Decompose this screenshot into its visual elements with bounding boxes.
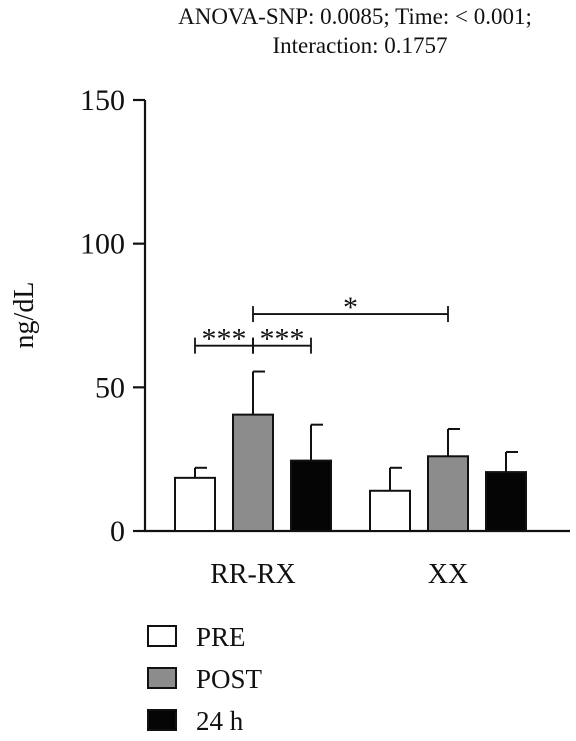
significance-label: *** bbox=[260, 323, 305, 356]
bar bbox=[232, 413, 274, 533]
legend-label: PRE bbox=[196, 622, 246, 652]
significance-label: * bbox=[343, 291, 358, 324]
bars bbox=[174, 413, 527, 533]
x-category-label: XX bbox=[428, 559, 468, 590]
legend-swatch bbox=[147, 709, 177, 731]
error-bars bbox=[194, 370, 518, 491]
bar bbox=[369, 489, 411, 533]
chart-subtitle: Interaction: 0.1757 bbox=[272, 33, 447, 58]
significance-label: *** bbox=[202, 323, 247, 356]
bar bbox=[290, 459, 332, 532]
y-tick-label: 50 bbox=[95, 371, 125, 404]
y-axis-label: ng/dL bbox=[9, 282, 40, 349]
legend-label: POST bbox=[196, 664, 263, 694]
bar bbox=[174, 476, 216, 532]
legend-swatch bbox=[147, 667, 177, 689]
significance-brackets: *** **** bbox=[194, 291, 449, 356]
y-tick-label: 150 bbox=[80, 84, 125, 117]
y-tick-label: 0 bbox=[110, 515, 125, 548]
legend-swatch bbox=[147, 625, 177, 647]
chart-title: ANOVA-SNP: 0.0085; Time: < 0.001; bbox=[178, 4, 532, 29]
x-category-label: RR-RX bbox=[210, 559, 296, 590]
legend: PRE POST 24 h bbox=[147, 622, 263, 736]
y-tick-label: 100 bbox=[80, 228, 125, 261]
bar bbox=[427, 455, 469, 532]
bar bbox=[485, 471, 527, 533]
legend-label: 24 h bbox=[196, 706, 244, 736]
